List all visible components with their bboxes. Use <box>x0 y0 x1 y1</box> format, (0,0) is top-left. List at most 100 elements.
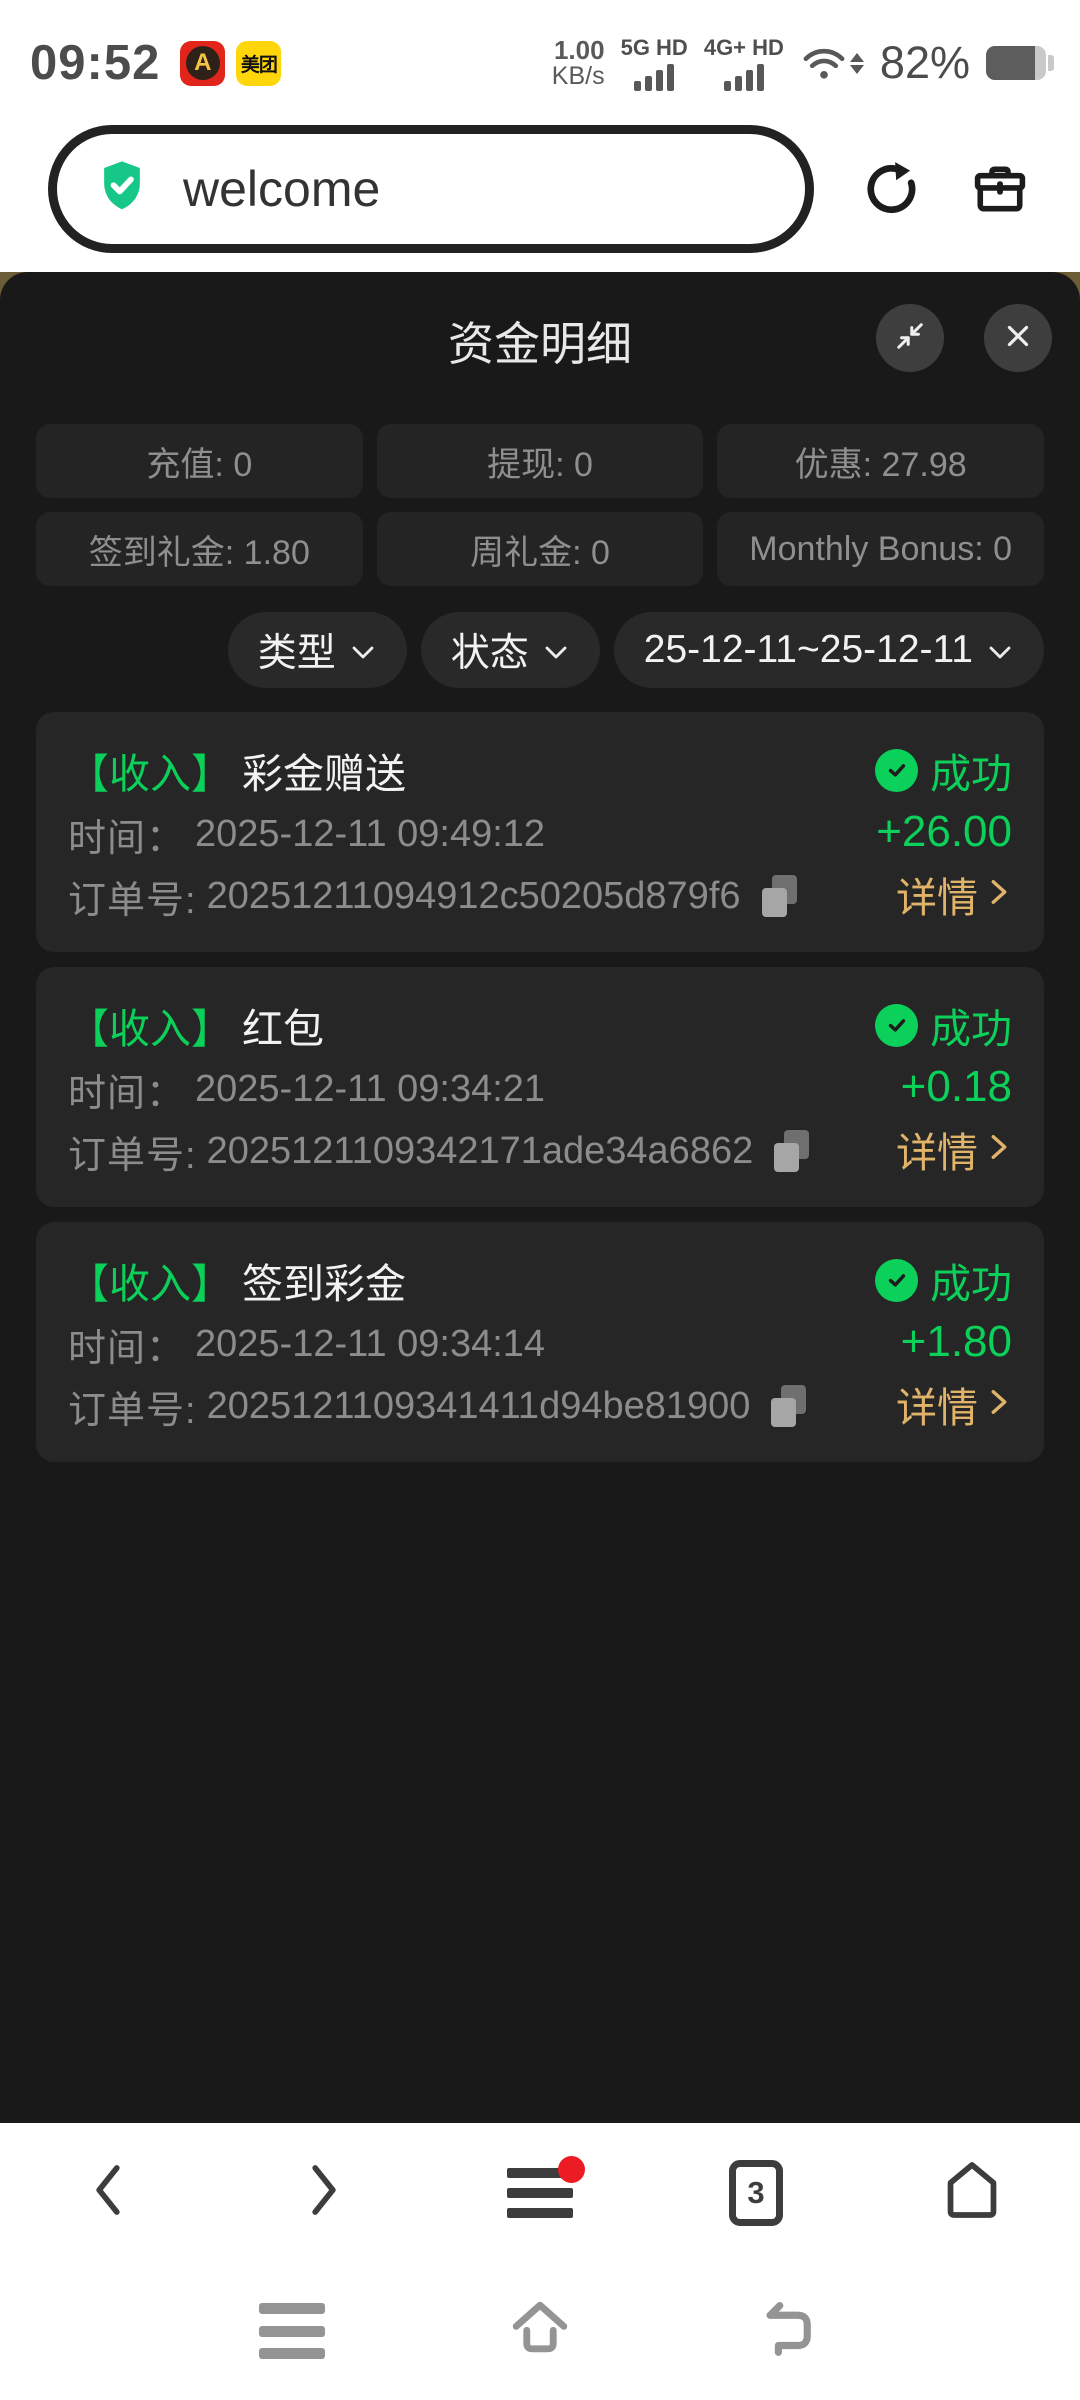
toolbox-button[interactable] <box>968 157 1032 221</box>
system-back-button[interactable] <box>755 2296 821 2367</box>
tx-order-no: 2025121109341411d94be81900 <box>206 1385 751 1427</box>
url-bar[interactable]: welcome <box>48 125 814 253</box>
home-icon <box>503 2301 577 2366</box>
modal-title: 资金明细 <box>448 318 632 370</box>
data-arrows-icon <box>849 52 864 74</box>
detail-link[interactable]: 详情 <box>896 1119 1012 1179</box>
tx-time: 2025-12-11 09:49:12 <box>195 813 546 855</box>
browser-nav-bar: 3 <box>0 2123 1080 2262</box>
tx-order-label: 订单号: <box>68 880 197 922</box>
menu-icon <box>507 2155 585 2222</box>
transaction-card: 【收入】 签到彩金 时间： 2025-12-11 09:34:14 订单号: 2… <box>36 1222 1044 1462</box>
system-nav-bar <box>0 2262 1080 2400</box>
summary-chips: 充值: 0 提现: 0 优惠: 27.98 签到礼金: 1.80 周礼金: 0 … <box>36 424 1044 586</box>
chevron-right-icon <box>986 1381 1012 1428</box>
network-speed: 1.00 KB/s <box>551 34 605 90</box>
browser-menu-button[interactable] <box>432 2123 648 2262</box>
home-pentagon-icon <box>943 2159 1001 2226</box>
tx-time: 2025-12-11 09:34:21 <box>195 1068 546 1110</box>
close-icon <box>1001 319 1035 358</box>
browser-back-button[interactable] <box>0 2123 216 2262</box>
tx-time-label: 时间： <box>68 818 186 860</box>
system-home-button[interactable] <box>503 2296 577 2367</box>
tx-time: 2025-12-11 09:34:14 <box>195 1323 546 1365</box>
chevron-right-icon <box>986 871 1012 918</box>
chip-discount: 优惠: 27.98 <box>717 424 1044 498</box>
detail-link[interactable]: 详情 <box>896 864 1012 924</box>
transaction-card: 【收入】 红包 时间： 2025-12-11 09:34:21 订单号: 202… <box>36 967 1044 1207</box>
refresh-button[interactable] <box>860 158 922 220</box>
sim1-signal: 5G HD <box>621 35 688 91</box>
tx-order-label: 订单号: <box>68 1390 197 1432</box>
chip-weekly-bonus: 周礼金: 0 <box>376 512 704 586</box>
tx-title: 红包 <box>242 1006 324 1052</box>
browser-address-row: welcome <box>0 118 1080 260</box>
battery-icon <box>986 46 1054 80</box>
system-recents-button[interactable] <box>259 2303 325 2359</box>
chip-signin-bonus: 签到礼金: 1.80 <box>36 512 363 586</box>
url-text: welcome <box>183 161 381 217</box>
copy-icon[interactable] <box>759 874 799 919</box>
tx-direction: 【收入】 <box>68 1006 232 1052</box>
tx-order-label: 订单号: <box>68 1135 197 1177</box>
funds-detail-modal: 资金明细 充值: 0 提现: 0 优惠: 27.98 签到礼金: 1.80 周礼… <box>0 272 1080 2123</box>
tx-status: 成功 <box>875 995 1012 1055</box>
chevron-down-icon <box>542 628 570 672</box>
chip-withdraw: 提现: 0 <box>376 424 704 498</box>
clock: 09:52 <box>30 36 161 90</box>
tx-direction: 【收入】 <box>68 751 232 797</box>
tx-status: 成功 <box>875 1250 1012 1310</box>
chevron-down-icon <box>349 628 377 672</box>
browser-forward-button[interactable] <box>216 2123 432 2262</box>
tx-title: 签到彩金 <box>242 1261 406 1307</box>
tx-amount: +1.80 <box>900 1317 1012 1366</box>
tx-direction: 【收入】 <box>68 1261 232 1307</box>
meituan-app-icon: 美团 <box>236 40 282 86</box>
status-bar: 09:52 A 美团 1.00 KB/s 5G HD 4G+ HD <box>0 0 1080 108</box>
chip-monthly-bonus: Monthly Bonus: 0 <box>717 512 1044 586</box>
date-range-filter[interactable]: 25-12-11~25-12-11 <box>613 612 1044 688</box>
chevron-right-icon <box>986 1126 1012 1173</box>
transaction-list: 【收入】 彩金赠送 时间： 2025-12-11 09:49:12 订单号: 2… <box>36 712 1044 1462</box>
copy-icon[interactable] <box>771 1129 811 1174</box>
wifi-icon <box>800 42 864 84</box>
tx-time-label: 时间： <box>68 1073 186 1115</box>
notification-badges: A 美团 <box>180 40 282 86</box>
tx-order-no: 20251211094912c50205d879f6 <box>206 875 741 917</box>
battery-percent: 82% <box>879 37 970 88</box>
browser-tabs-button[interactable]: 3 <box>648 2123 864 2262</box>
tx-amount: +0.18 <box>900 1062 1012 1111</box>
type-filter[interactable]: 类型 <box>227 612 407 688</box>
tabs-icon: 3 <box>729 2159 783 2226</box>
check-circle-icon <box>875 1258 918 1302</box>
tx-amount: +26.00 <box>876 807 1012 856</box>
tx-status: 成功 <box>875 740 1012 800</box>
minimize-button[interactable] <box>876 304 944 372</box>
detail-link[interactable]: 详情 <box>896 1374 1012 1434</box>
filter-row: 类型 状态 25-12-11~25-12-11 <box>227 612 1044 688</box>
close-button[interactable] <box>984 304 1052 372</box>
notification-dot <box>558 2155 585 2183</box>
red-app-icon: A <box>180 40 226 86</box>
back-chevron-icon <box>86 2159 130 2226</box>
signal-bars-icon <box>634 64 675 91</box>
check-circle-icon <box>875 1003 918 1047</box>
sim2-signal: 4G+ HD <box>704 35 784 91</box>
hamburger-icon <box>259 2303 325 2359</box>
status-filter[interactable]: 状态 <box>420 612 600 688</box>
chevron-down-icon <box>986 628 1014 672</box>
back-return-icon <box>755 2301 821 2366</box>
forward-chevron-icon <box>302 2159 346 2226</box>
tx-order-no: 2025121109342171ade34a6862 <box>206 1130 754 1172</box>
browser-home-button[interactable] <box>864 2123 1080 2262</box>
signal-bars-icon <box>723 64 764 91</box>
chip-recharge: 充值: 0 <box>36 424 363 498</box>
check-circle-icon <box>875 748 918 792</box>
tx-title: 彩金赠送 <box>242 751 406 797</box>
page-backdrop: 资金明细 充值: 0 提现: 0 优惠: 27.98 签到礼金: 1.80 周礼… <box>0 272 1080 2123</box>
transaction-card: 【收入】 彩金赠送 时间： 2025-12-11 09:49:12 订单号: 2… <box>36 712 1044 952</box>
shield-check-icon <box>95 158 149 221</box>
compress-icon <box>892 318 928 359</box>
copy-icon[interactable] <box>768 1384 808 1429</box>
tx-time-label: 时间： <box>68 1328 186 1370</box>
